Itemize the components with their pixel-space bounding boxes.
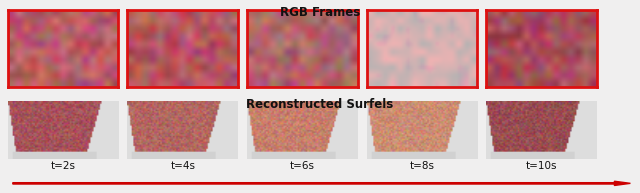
Text: t=10s: t=10s [526, 161, 557, 171]
Text: t=6s: t=6s [290, 161, 315, 171]
Text: t=4s: t=4s [170, 161, 195, 171]
Text: t=8s: t=8s [410, 161, 435, 171]
Text: RGB Frames: RGB Frames [280, 6, 360, 19]
Text: Reconstructed Surfels: Reconstructed Surfels [246, 98, 394, 111]
Text: t=2s: t=2s [51, 161, 76, 171]
